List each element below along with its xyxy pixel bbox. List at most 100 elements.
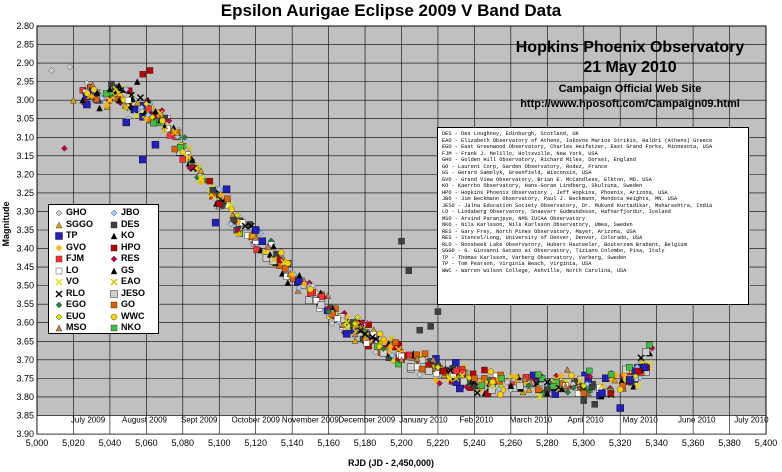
y-tick-label: 3.35 [16,225,34,235]
data-point-vo-stroke [226,201,234,209]
data-point-eao [598,382,606,390]
data-point-vo-stroke [458,372,466,380]
data-point-ko [115,96,123,104]
data-point-gs [152,107,159,115]
data-point-rlo [241,222,249,230]
month-label: August 2009 [122,415,167,424]
data-point-jeso [305,296,313,304]
data-point-ko [79,96,86,104]
data-point-rlo-stroke [446,367,454,375]
legend-label: NKO [121,322,141,332]
observer-entry: HPO - Hopkins Phoenix Observatory , Jeff… [442,189,668,196]
data-point-vo [634,382,642,390]
data-point-eao-stroke [352,327,360,335]
legend-marker-stroke [56,245,62,250]
data-point-lo [363,339,370,347]
data-points [48,63,656,412]
legend-marker-icon [110,209,118,217]
data-point-vo [458,372,466,380]
data-point-rlo-stroke [372,335,380,343]
legend-label: GS [121,264,135,275]
data-point-eao [576,377,584,385]
legend-marker [55,255,63,263]
data-point-gvo-stroke [236,231,241,237]
data-point-des [434,308,442,315]
x-tick-label: 5,380 [718,438,741,448]
data-point-ego [379,345,387,352]
legend-marker-stroke [55,278,63,286]
data-point-eao-stroke [452,374,460,382]
data-point-vo [343,319,351,327]
observer-entry: RES - Stencel/Long, University of Denver… [442,235,643,241]
observer-entry: GS - Gerard Samolyk, Greenfield, Wiscons… [442,170,592,176]
data-point-nko [626,364,633,371]
legend-marker-icon [55,255,63,263]
data-point-eao [156,110,164,118]
data-point-nko [478,382,486,389]
y-tick-label: 3.90 [16,429,34,439]
data-point-gvo [388,342,395,349]
y-tick-label: 3.45 [16,262,34,272]
data-point-vo-stroke [343,319,351,327]
legend-marker [55,301,63,309]
observer-list: DES - Des Loughney, Edinburgh, Scotland,… [437,127,749,305]
data-point-euo [580,382,588,390]
observer-entry: DES - Des Loughney, Edinburgh, Scotland,… [442,131,579,137]
data-point-hpo [481,366,488,374]
y-tick-label: 3.15 [16,151,34,161]
data-point-go [329,311,336,318]
data-point-tp [151,140,160,149]
legend-marker [110,289,118,298]
data-point-fjm [145,105,152,112]
data-point-gvo-stroke [513,374,519,380]
data-point-rlo-stroke [189,164,197,172]
data-point-nko [150,119,157,127]
data-point-rlo [356,327,364,335]
y-tick-label: 2.95 [16,77,34,87]
observer-entry: TP - Thomas Karlsson, Varberg Observator… [442,254,627,261]
data-point-lo [313,297,320,304]
data-point-mso [562,382,569,389]
month-label: May 2010 [623,415,659,424]
data-point-tp [294,277,303,286]
data-point-gho [48,67,55,74]
x-tick-label: 5,080 [172,438,195,448]
x-tick-label: 5,060 [135,438,158,448]
legend-label: TP [66,230,78,240]
legend-marker [55,221,63,228]
data-point-rlo [368,333,376,341]
data-point-wwc [84,90,91,97]
data-point-vo-stroke [184,153,192,161]
legend-marker-icon [110,289,118,298]
data-point-go [224,195,231,202]
data-point-gho [372,348,379,356]
chart-title: Epsilon Aurigae Eclipse 2009 V Band Data [221,1,562,20]
legend-marker [55,324,63,332]
x-tick-label: 5,120 [244,438,267,448]
x-tick-label: 5,280 [536,438,559,448]
data-point-nko [607,371,615,378]
data-point-hpo [146,67,154,74]
data-point-go [421,350,429,358]
legend-marker-icon [110,267,118,274]
campaign-label: Campaign Official Web Site [558,83,702,95]
legend-marker [110,255,118,263]
data-point-eao [508,373,516,381]
data-point-sggo [519,388,527,396]
data-point-mso [413,355,421,362]
data-point-vo-stroke [133,112,141,120]
data-point-wwc [159,117,166,124]
data-point-res [165,117,173,124]
data-point-eao-stroke [395,345,403,353]
data-point-mso [521,375,529,383]
data-point-eao [161,126,169,134]
legend-marker [110,221,118,228]
data-point-hpo [216,200,223,208]
data-point-tp [343,330,351,338]
data-point-des [398,237,405,245]
legend-label: JESO [121,287,146,298]
data-point-ko [133,78,141,85]
legend-label: LO [66,264,79,275]
data-point-des [589,383,596,391]
legend-label: GO [121,299,136,309]
